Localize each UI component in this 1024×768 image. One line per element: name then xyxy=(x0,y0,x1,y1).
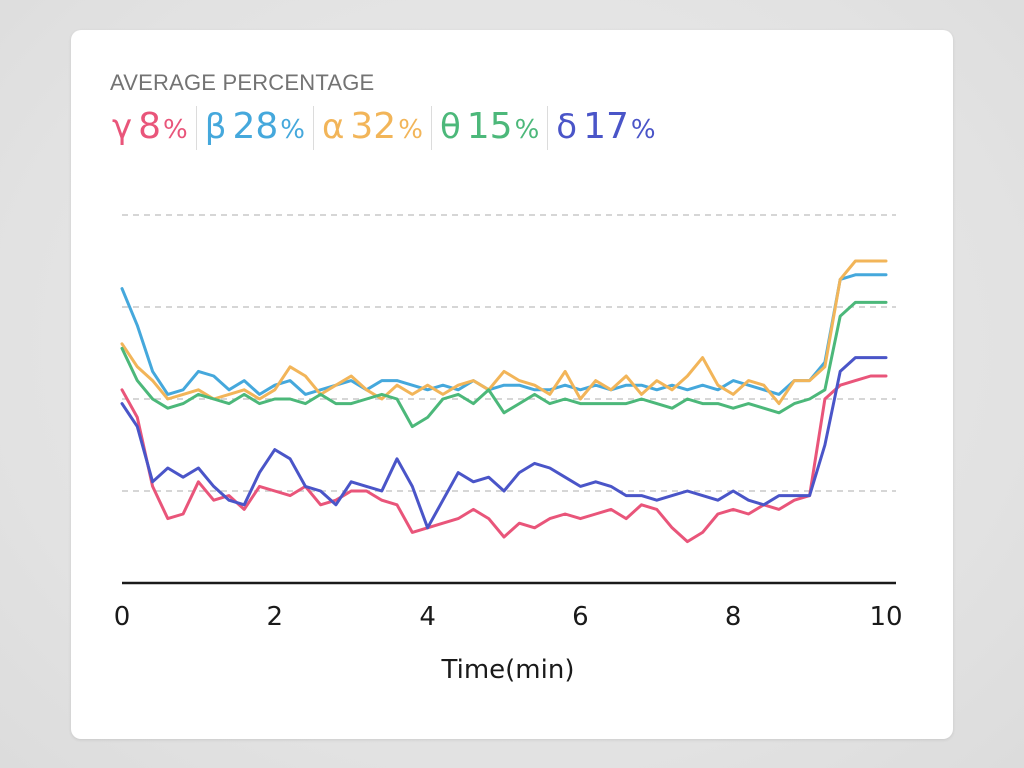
band-value: 28 xyxy=(232,106,279,147)
band-averages: γ 8% β 28% α 32% θ 15% δ 17% xyxy=(112,100,664,156)
band-symbol: δ xyxy=(556,107,578,147)
series-line-0 xyxy=(120,374,888,544)
band-unit: % xyxy=(398,115,423,145)
band-symbol: α xyxy=(321,107,345,147)
band-value: 32 xyxy=(350,106,397,147)
x-tick-label: 0 xyxy=(114,602,131,632)
series-line-1 xyxy=(120,273,888,396)
band-average-3: θ 15% xyxy=(430,106,547,150)
series-line-2 xyxy=(120,259,888,406)
x-tick-label: 10 xyxy=(869,602,902,632)
band-average-2: α 32% xyxy=(312,106,431,150)
band-value: 8 xyxy=(138,106,162,147)
band-unit: % xyxy=(163,115,188,145)
band-unit: % xyxy=(514,115,540,145)
band-average-0: γ 8% xyxy=(112,106,196,150)
series-line-4 xyxy=(120,356,888,530)
band-average-1: β 28% xyxy=(195,106,313,150)
band-symbol: θ xyxy=(439,107,461,147)
band-symbol: γ xyxy=(112,107,133,147)
band-value: 17 xyxy=(583,106,629,147)
band-symbol: β xyxy=(204,107,227,147)
series-line-3 xyxy=(120,300,888,429)
x-axis-title: Time(min) xyxy=(441,655,575,685)
x-tick-label: 8 xyxy=(725,602,742,632)
band-average-4: δ 17% xyxy=(547,106,663,150)
x-tick-label: 4 xyxy=(419,602,436,632)
band-unit: % xyxy=(630,115,656,145)
header-title: AVERAGE PERCENTAGE xyxy=(110,70,375,95)
x-tick-label: 6 xyxy=(572,602,589,632)
x-tick-label: 2 xyxy=(267,602,284,632)
band-unit: % xyxy=(280,115,305,145)
band-value: 15 xyxy=(466,106,513,147)
